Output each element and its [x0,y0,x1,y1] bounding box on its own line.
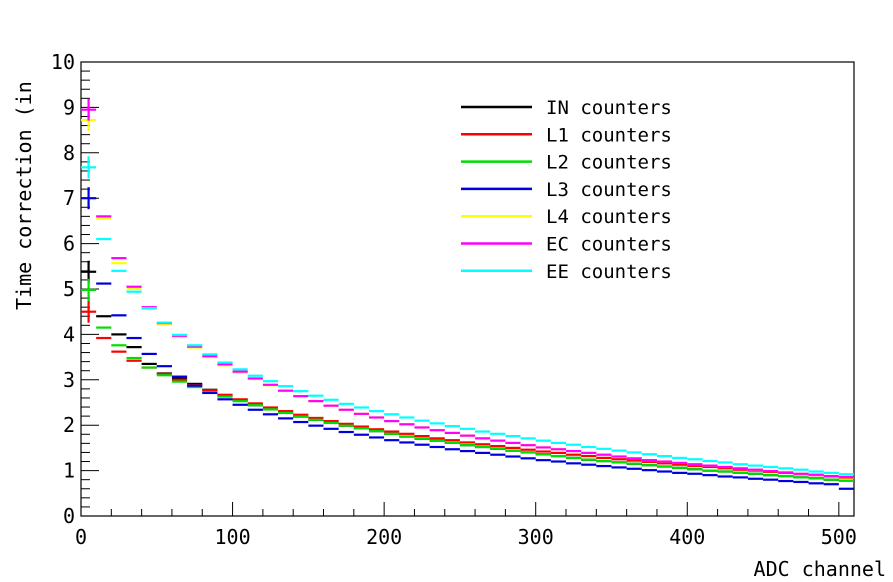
legend: IN counters L1 counters L2 counters L3 coun… [461,97,672,283]
y-tick-label: 1 [63,459,75,483]
series-layer [81,98,854,490]
series-l4-counters [81,109,854,479]
legend-label: IN counters [546,97,672,119]
series-l3-counters [81,187,854,490]
series-in-counters [81,260,854,482]
y-tick-label: 0 [63,504,75,528]
y-axis-title: Time correction (in [12,81,36,310]
x-axis-title: ADC channel [754,557,886,581]
x-tick-label: 500 [821,525,857,549]
legend-label: EE counters [546,261,672,283]
y-tick-label: 9 [63,95,75,119]
y-tick-label: 6 [63,232,75,256]
x-tick-label: 200 [366,525,402,549]
y-axis: 0 1 2 3 4 5 6 7 8 9 10 [51,50,99,528]
legend-label: L2 counters [546,152,672,174]
x-tick-label: 400 [669,525,705,549]
y-tick-label: 3 [63,368,75,392]
y-tick-label: 8 [63,141,75,165]
legend-label: L1 counters [546,124,672,146]
x-axis: 0 100 200 300 400 500 [75,502,857,549]
y-tick-label: 7 [63,186,75,210]
y-tick-label: 10 [51,50,75,74]
legend-label: L3 counters [546,179,672,201]
series-ee-counters [81,156,854,476]
x-tick-label: 0 [75,525,87,549]
legend-label: EC counters [546,234,672,256]
x-tick-label: 300 [518,525,554,549]
plot-frame [80,61,855,517]
series-ec-counters [81,98,854,479]
y-tick-label: 4 [63,322,75,346]
x-tick-label: 100 [215,525,251,549]
series-l2-counters [81,278,854,482]
y-tick-label: 5 [63,277,75,301]
y-tick-label: 2 [63,413,75,437]
legend-label: L4 counters [546,206,672,228]
